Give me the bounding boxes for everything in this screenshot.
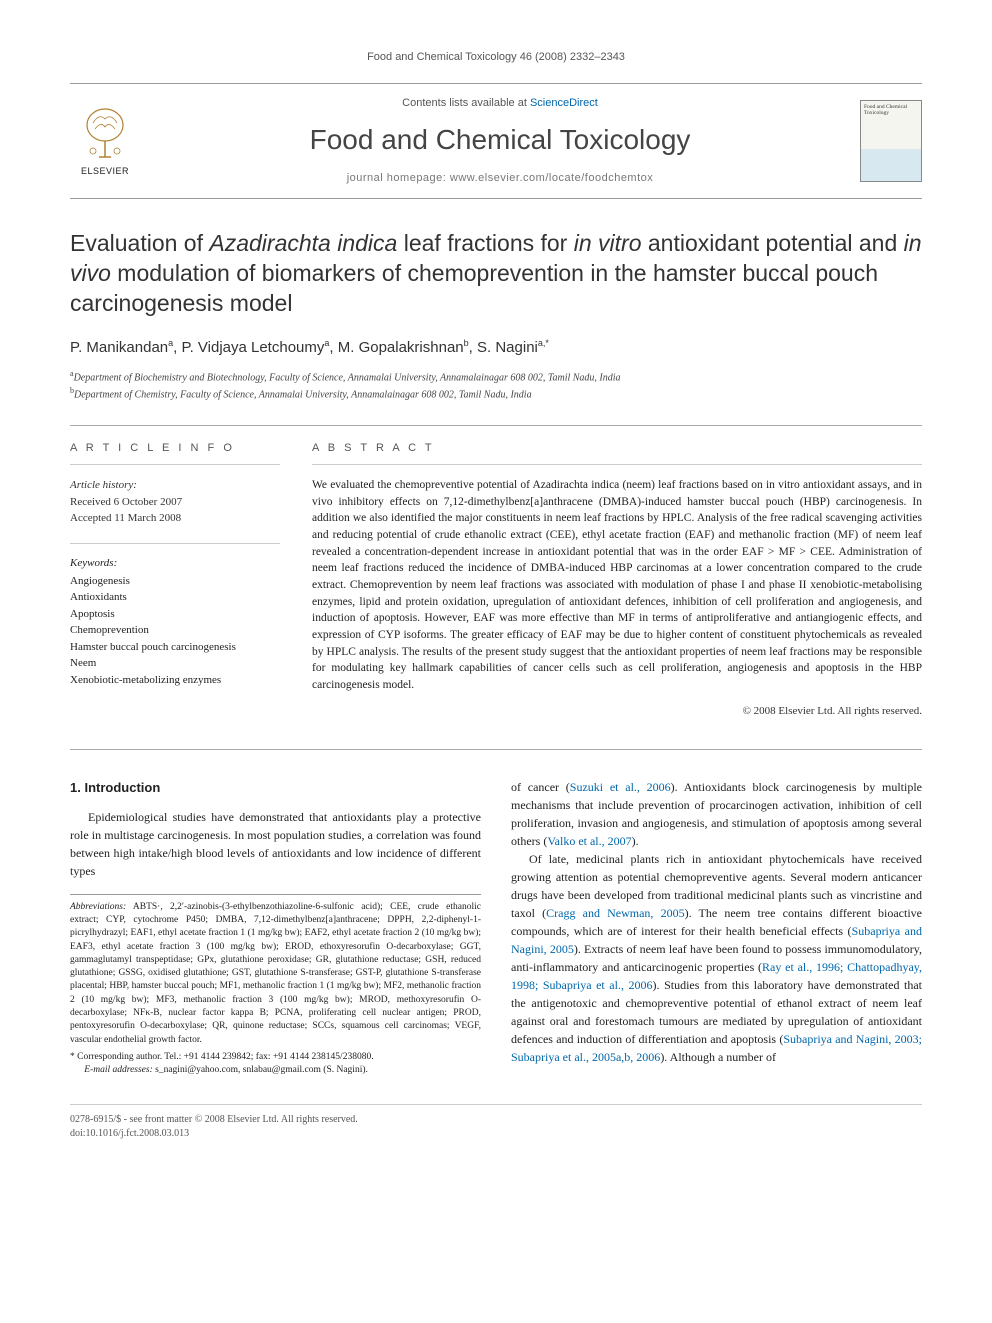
- article-history: Article history: Received 6 October 2007…: [70, 477, 280, 527]
- keyword: Chemoprevention: [70, 622, 280, 639]
- contents-prefix: Contents lists available at: [402, 97, 530, 109]
- body-two-column: 1. Introduction Epidemiological studies …: [70, 778, 922, 1077]
- keyword: Angiogenesis: [70, 573, 280, 590]
- sciencedirect-link[interactable]: ScienceDirect: [530, 97, 598, 109]
- affiliation: bDepartment of Chemistry, Faculty of Sci…: [70, 385, 922, 402]
- author: S. Naginia,*: [477, 339, 549, 356]
- affiliations: aDepartment of Biochemistry and Biotechn…: [70, 368, 922, 403]
- intro-para: of cancer (Suzuki et al., 2006). Antioxi…: [511, 778, 922, 850]
- homepage-prefix: journal homepage:: [347, 172, 450, 184]
- authors-line: P. Manikandana, P. Vidjaya Letchoumya, M…: [70, 337, 922, 358]
- corresponding-author-footnote: * Corresponding author. Tel.: +91 4144 2…: [70, 1051, 481, 1064]
- title-part: Evaluation of: [70, 230, 209, 256]
- author: P. Manikandana: [70, 339, 173, 356]
- citation-link[interactable]: Valko et al., 2007: [547, 834, 631, 848]
- elsevier-logo: ELSEVIER: [70, 101, 140, 181]
- abstract-column: A B S T R A C T We evaluated the chemopr…: [312, 441, 922, 720]
- email-label: E-mail addresses:: [84, 1065, 153, 1075]
- keyword: Xenobiotic-metabolizing enzymes: [70, 672, 280, 689]
- abstract-heading: A B S T R A C T: [312, 441, 922, 465]
- title-italic: Azadirachta indica: [209, 230, 397, 256]
- abstract-text: We evaluated the chemopreventive potenti…: [312, 477, 922, 694]
- author: M. Gopalakrishnanb: [338, 339, 469, 356]
- abbrev-text: ABTS·, 2,2′-azinobis-(3-ethylbenzothiazo…: [70, 902, 481, 1045]
- email-footnote: E-mail addresses: s_nagini@yahoo.com, sn…: [70, 1064, 481, 1077]
- front-matter-line: 0278-6915/$ - see front matter © 2008 El…: [70, 1113, 922, 1127]
- elsevier-wordmark: ELSEVIER: [81, 165, 129, 178]
- footnotes: Abbreviations: ABTS·, 2,2′-azinobis-(3-e…: [70, 894, 481, 1078]
- keyword: Neem: [70, 655, 280, 672]
- keyword: Antioxidants: [70, 589, 280, 606]
- abbreviations-footnote: Abbreviations: ABTS·, 2,2′-azinobis-(3-e…: [70, 901, 481, 1047]
- contents-available-line: Contents lists available at ScienceDirec…: [158, 96, 842, 111]
- intro-para: Epidemiological studies have demonstrate…: [70, 808, 481, 880]
- article-info-heading: A R T I C L E I N F O: [70, 441, 280, 465]
- title-part: antioxidant potential and: [642, 230, 904, 256]
- intro-para: Of late, medicinal plants rich in antiox…: [511, 850, 922, 1066]
- keyword: Hamster buccal pouch carcinogenesis: [70, 639, 280, 656]
- title-italic: in vitro: [574, 230, 642, 256]
- section-rule: [70, 749, 922, 750]
- article-title: Evaluation of Azadirachta indica leaf fr…: [70, 229, 922, 319]
- journal-name: Food and Chemical Toxicology: [158, 120, 842, 159]
- abbrev-label: Abbreviations:: [70, 902, 126, 912]
- page-footer: 0278-6915/$ - see front matter © 2008 El…: [70, 1104, 922, 1141]
- abstract-copyright: © 2008 Elsevier Ltd. All rights reserved…: [312, 704, 922, 719]
- cover-label: Food and Chemical Toxicology: [861, 101, 921, 119]
- journal-cover-thumbnail: Food and Chemical Toxicology: [860, 100, 922, 182]
- keywords-label: Keywords:: [70, 556, 280, 571]
- journal-homepage-line: journal homepage: www.elsevier.com/locat…: [158, 171, 842, 186]
- author: P. Vidjaya Letchoumya: [182, 339, 330, 356]
- title-part: leaf fractions for: [397, 230, 573, 256]
- masthead-center: Contents lists available at ScienceDirec…: [158, 96, 842, 186]
- received-date: Received 6 October 2007: [70, 494, 280, 511]
- citation-link[interactable]: Suzuki et al., 2006: [570, 780, 671, 794]
- accepted-date: Accepted 11 March 2008: [70, 510, 280, 527]
- doi-line: doi:10.1016/j.fct.2008.03.013: [70, 1127, 922, 1141]
- corr-text: Tel.: +91 4144 239842; fax: +91 4144 238…: [162, 1052, 373, 1062]
- article-info-column: A R T I C L E I N F O Article history: R…: [70, 441, 280, 720]
- running-head: Food and Chemical Toxicology 46 (2008) 2…: [70, 50, 922, 65]
- email-addresses: s_nagini@yahoo.com, snlabau@gmail.com (S…: [153, 1065, 368, 1075]
- history-label: Article history:: [70, 477, 280, 494]
- keyword: Apoptosis: [70, 606, 280, 623]
- affiliation: aDepartment of Biochemistry and Biotechn…: [70, 368, 922, 385]
- homepage-url: www.elsevier.com/locate/foodchemtox: [450, 172, 653, 184]
- keywords-block: Keywords: Angiogenesis Antioxidants Apop…: [70, 543, 280, 689]
- corr-label: * Corresponding author.: [70, 1052, 162, 1062]
- keywords-list: Angiogenesis Antioxidants Apoptosis Chem…: [70, 573, 280, 689]
- introduction-heading: 1. Introduction: [70, 778, 481, 798]
- masthead: ELSEVIER Contents lists available at Sci…: [70, 83, 922, 199]
- title-part: modulation of biomarkers of chemoprevent…: [70, 260, 878, 316]
- citation-link[interactable]: Cragg and Newman, 2005: [546, 906, 684, 920]
- elsevier-tree-icon: [79, 105, 131, 163]
